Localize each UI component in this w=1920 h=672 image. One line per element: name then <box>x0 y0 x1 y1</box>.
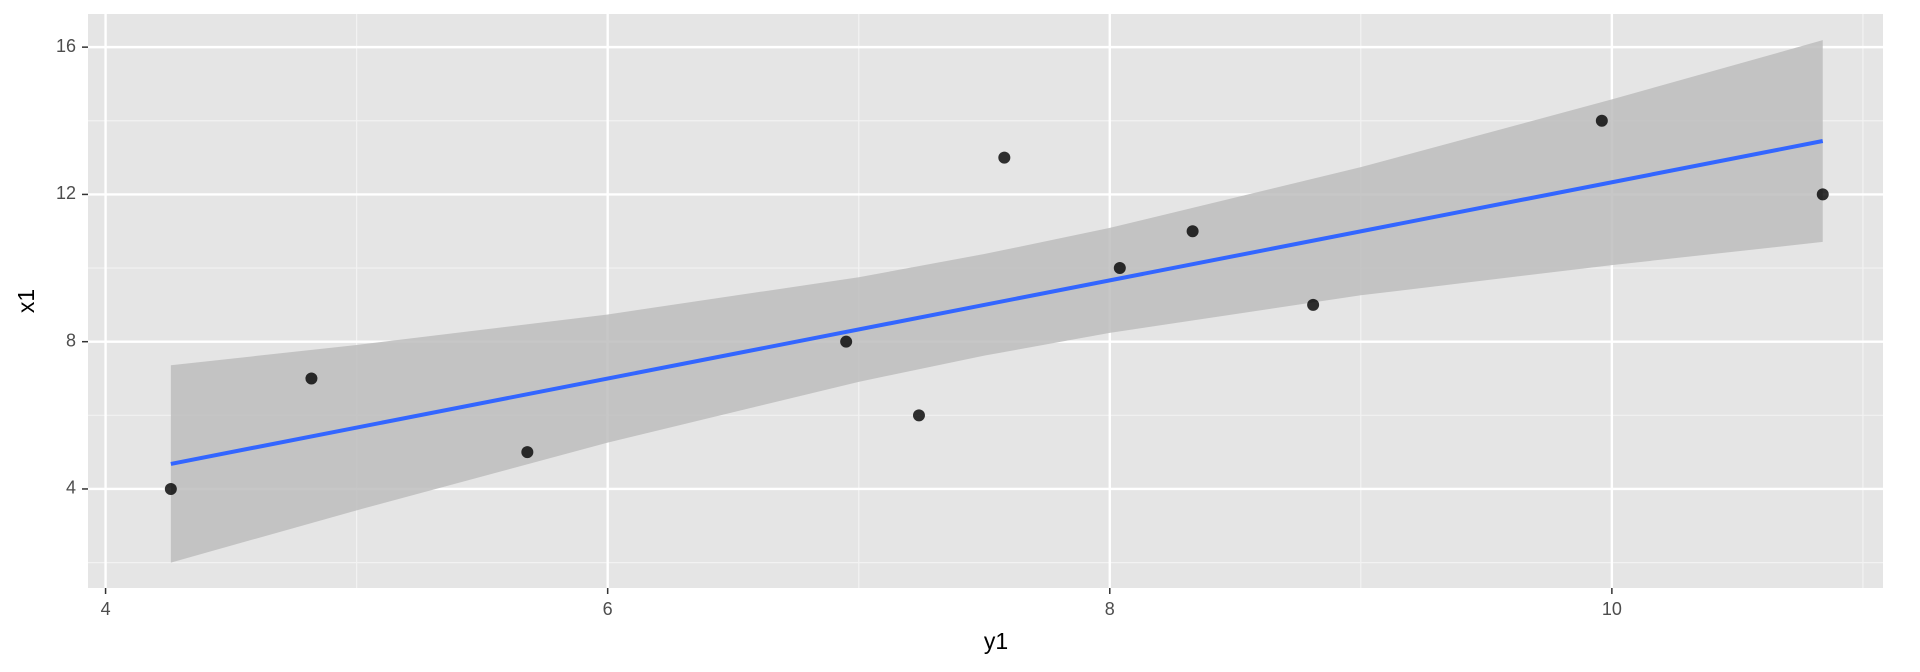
y-tick-label: 12 <box>56 183 76 203</box>
y-tick-label: 4 <box>66 478 76 498</box>
y-tick-label: 8 <box>66 330 76 350</box>
point <box>840 335 853 348</box>
point <box>998 151 1011 164</box>
point <box>305 372 318 385</box>
point <box>1816 188 1829 201</box>
point <box>164 482 177 495</box>
x-tick-label: 4 <box>101 599 111 619</box>
point <box>521 446 534 459</box>
point <box>912 409 925 422</box>
y-tick-label: 16 <box>56 36 76 56</box>
y-axis-title: x1 <box>13 289 39 313</box>
x-axis-title: y1 <box>984 628 1008 654</box>
point <box>1113 262 1126 275</box>
point <box>1186 225 1199 238</box>
x-tick-label: 8 <box>1105 599 1115 619</box>
x-tick-label: 6 <box>603 599 613 619</box>
point <box>1307 298 1320 311</box>
fit-line <box>170 139 1824 466</box>
x-tick-label: 10 <box>1602 599 1622 619</box>
point <box>1595 114 1608 127</box>
